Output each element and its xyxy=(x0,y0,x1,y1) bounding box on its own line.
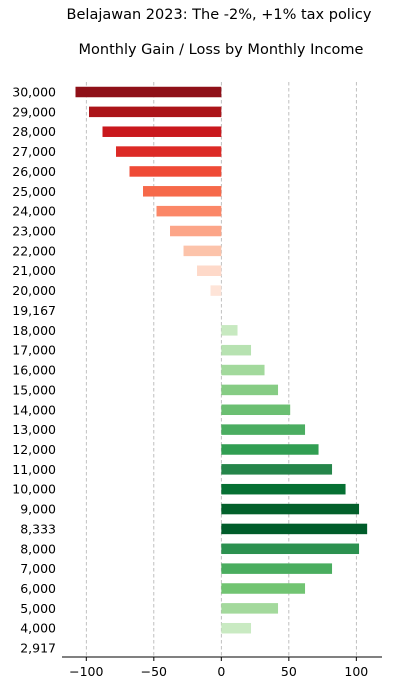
bar xyxy=(221,622,252,634)
chart-subtitle: Monthly Gain / Loss by Monthly Income xyxy=(78,42,364,58)
x-tick-label: −100 xyxy=(69,664,103,679)
bar xyxy=(221,404,291,416)
bar xyxy=(116,146,222,157)
bar xyxy=(221,483,346,495)
y-tick-label: 10,000 xyxy=(12,482,56,497)
y-tick-label: 11,000 xyxy=(12,462,56,477)
y-tick-labels: 30,000 29,000 28,000 27,000 26,000 25,000 24,0… xyxy=(12,85,56,656)
x-tick-label: 100 xyxy=(344,664,368,679)
y-tick-label: 7,000 xyxy=(20,561,56,576)
bar xyxy=(129,166,222,177)
bar xyxy=(221,543,360,555)
bar xyxy=(221,583,306,594)
y-tick-label: 26,000 xyxy=(12,164,56,179)
y-tick-label: 28,000 xyxy=(12,124,56,139)
y-tick-label: 27,000 xyxy=(12,144,56,159)
y-tick-label: 29,000 xyxy=(12,104,56,119)
y-tick-label: 30,000 xyxy=(12,85,56,100)
bar xyxy=(221,464,333,475)
x-axis: −100 −50 0 50 100 xyxy=(62,656,382,679)
y-tick-label: 4,000 xyxy=(20,621,56,636)
y-tick-label: 24,000 xyxy=(12,204,56,219)
bar xyxy=(143,186,222,197)
bar xyxy=(221,384,279,396)
bar xyxy=(221,503,360,515)
bar xyxy=(221,444,319,455)
bar xyxy=(221,563,333,574)
y-tick-label: 25,000 xyxy=(12,184,56,199)
y-tick-label: 2,917 xyxy=(20,641,56,656)
bar xyxy=(221,424,306,435)
bars xyxy=(75,86,368,654)
bar xyxy=(210,285,222,296)
x-tick-label: 0 xyxy=(217,664,225,679)
bar xyxy=(75,86,222,98)
bar xyxy=(156,205,222,217)
chart-title: Belajawan 2023: The -2%, +1% tax policy xyxy=(66,7,372,23)
bar xyxy=(221,523,368,535)
x-tick-label: −50 xyxy=(141,664,167,679)
x-tick-label: 50 xyxy=(281,664,297,679)
y-tick-label: 16,000 xyxy=(12,363,56,378)
bar xyxy=(183,245,222,257)
y-tick-label: 23,000 xyxy=(12,224,56,239)
y-tick-label: 8,333 xyxy=(20,521,56,536)
y-tick-label: 17,000 xyxy=(12,343,56,358)
y-tick-label: 12,000 xyxy=(12,442,56,457)
bar xyxy=(102,126,222,137)
y-tick-label: 20,000 xyxy=(12,283,56,298)
y-tick-label: 14,000 xyxy=(12,402,56,417)
y-tick-label: 13,000 xyxy=(12,422,56,437)
y-tick-label: 8,000 xyxy=(20,541,56,556)
bar xyxy=(221,344,252,356)
y-tick-label: 19,167 xyxy=(12,303,56,318)
y-tick-label: 6,000 xyxy=(20,581,56,596)
y-tick-label: 5,000 xyxy=(20,601,56,616)
y-tick-label: 9,000 xyxy=(20,502,56,517)
y-tick-label: 18,000 xyxy=(12,323,56,338)
y-tick-label: 15,000 xyxy=(12,382,56,397)
bar xyxy=(170,225,222,237)
bar xyxy=(197,265,222,276)
y-tick-label: 22,000 xyxy=(12,243,56,258)
bar xyxy=(221,364,265,376)
bar xyxy=(221,603,279,614)
bar xyxy=(89,106,222,118)
bar xyxy=(221,325,238,336)
y-tick-label: 21,000 xyxy=(12,263,56,278)
